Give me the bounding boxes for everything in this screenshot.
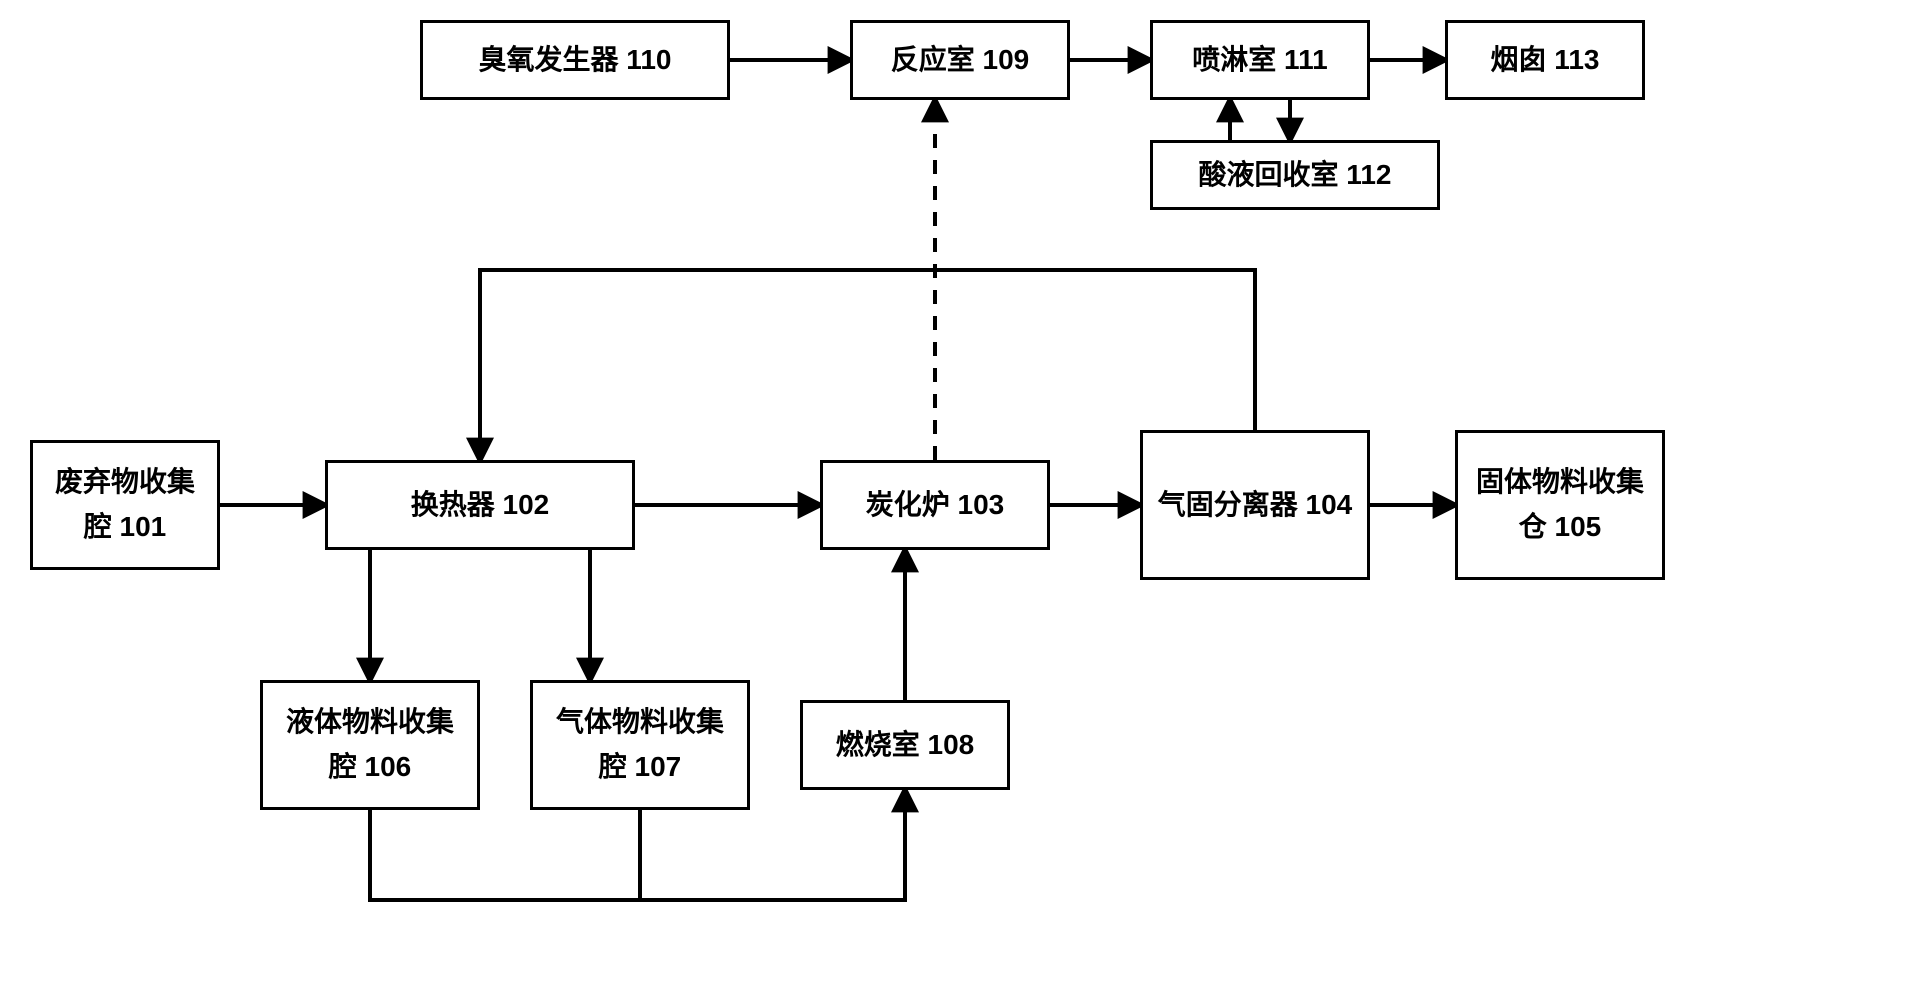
node-n112: 酸液回收室 112 [1150, 140, 1440, 210]
node-n104: 气固分离器 104 [1140, 430, 1370, 580]
node-n102: 换热器 102 [325, 460, 635, 550]
node-n110: 臭氧发生器 110 [420, 20, 730, 100]
node-n103: 炭化炉 103 [820, 460, 1050, 550]
node-n113: 烟囱 113 [1445, 20, 1645, 100]
node-n109: 反应室 109 [850, 20, 1070, 100]
node-n106: 液体物料收集腔 106 [260, 680, 480, 810]
node-n105: 固体物料收集仓 105 [1455, 430, 1665, 580]
edge-9 [480, 270, 1255, 460]
node-n107: 气体物料收集腔 107 [530, 680, 750, 810]
node-n108: 燃烧室 108 [800, 700, 1010, 790]
node-n111: 喷淋室 111 [1150, 20, 1370, 100]
node-n101: 废弃物收集腔 101 [30, 440, 220, 570]
